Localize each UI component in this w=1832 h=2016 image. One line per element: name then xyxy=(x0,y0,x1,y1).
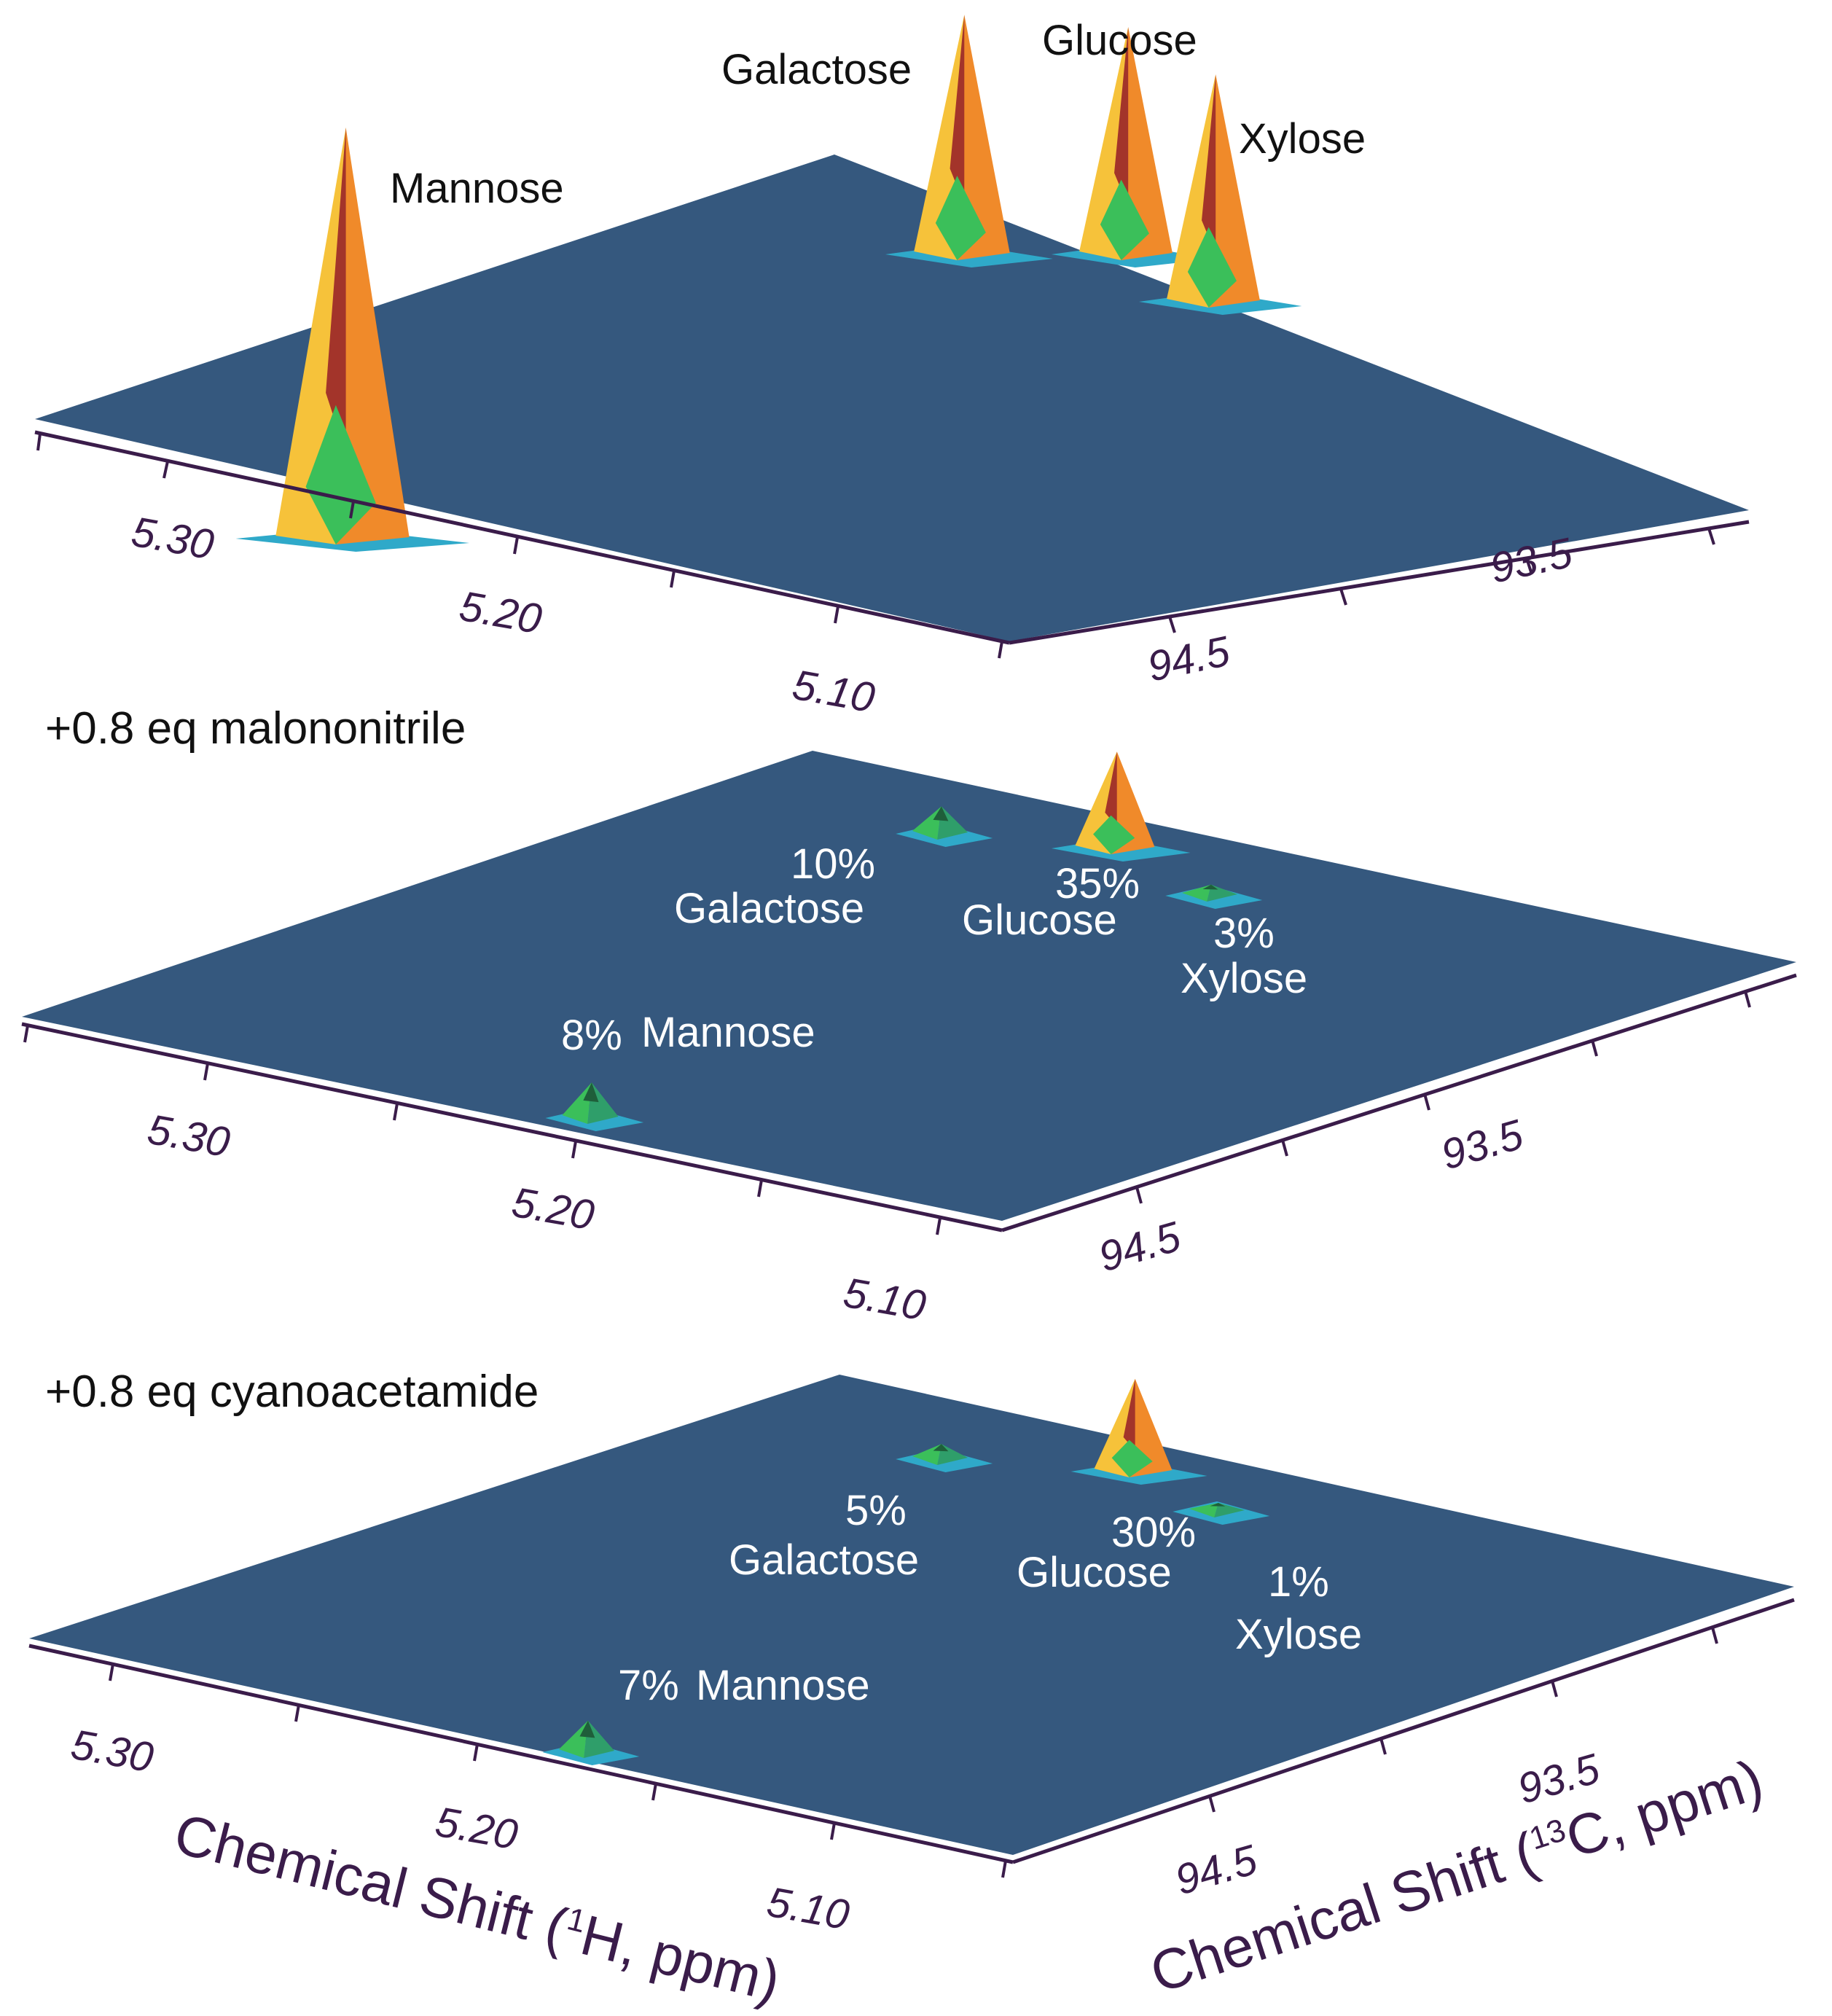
peak-mannose-low-band xyxy=(305,405,376,544)
peak-galactose xyxy=(896,1444,993,1472)
peak-galactose-crease xyxy=(950,15,965,205)
panel-2-label-glucose: Glucose xyxy=(962,896,1117,944)
panel-3-x-tick-label: 5.10 xyxy=(764,1878,853,1939)
peak-galactose-right-face xyxy=(957,15,1010,260)
panel-1-x-ticks xyxy=(36,433,1003,659)
peak-glucose-crease xyxy=(1105,751,1117,827)
panel-3-label-xylose: Xylose xyxy=(1235,1611,1362,1658)
panel-3-percent-galactose: 5% xyxy=(845,1487,907,1534)
panel-3-percent-xylose: 1% xyxy=(1268,1558,1329,1606)
panel-2-label-galactose: Galactose xyxy=(674,885,864,932)
panel-1-surface-plane xyxy=(35,155,1749,641)
panel-2-x-axis xyxy=(21,1022,1003,1232)
peak-glucose-crease xyxy=(1123,1378,1135,1451)
peak-glucose-low-band xyxy=(1100,179,1149,260)
peak-glucose-low-band xyxy=(1093,815,1135,854)
panel-2-label-xylose: Xylose xyxy=(1181,955,1307,1002)
panel-2-y-tick-label: 93.5 xyxy=(1436,1111,1529,1179)
panel-1-label-xylose: Xylose xyxy=(1239,115,1366,163)
panel-2-y-ticks xyxy=(1135,991,1751,1204)
peak-mannose xyxy=(235,128,470,552)
peak-xylose-tip xyxy=(1210,1503,1226,1507)
peak-xylose-low-band xyxy=(1187,227,1237,308)
panel-1-label-galactose: Galactose xyxy=(721,46,912,93)
panel-2-x-tick-label: 5.30 xyxy=(144,1106,233,1167)
peak-xylose xyxy=(1173,1501,1270,1525)
panel-3-percent-mannose: 7% xyxy=(618,1662,679,1709)
panel-2-x-tick-label: 5.10 xyxy=(840,1269,929,1330)
panel-1-peaks xyxy=(235,15,1302,552)
peak-glucose xyxy=(1070,1378,1207,1485)
panel-1-x-tick-label: 5.30 xyxy=(128,508,217,569)
panel-2-percent-xylose: 3% xyxy=(1213,910,1275,957)
panel-2-label-mannose: Mannose xyxy=(641,1009,815,1056)
panel-2-percent-glucose: 35% xyxy=(1055,860,1140,907)
panel-3-x-axis xyxy=(28,1644,1014,1864)
peak-mannose-left-face xyxy=(562,1082,592,1124)
panel-3-x-ticks xyxy=(109,1663,1007,1878)
panel-2-percent-galactose: 10% xyxy=(791,840,875,888)
panel-2: +0.8 eq malononitrile 5.30 5.20 5.10 94.… xyxy=(21,703,1797,1330)
peak-xylose-tip xyxy=(1202,884,1218,890)
peak-mannose-tip xyxy=(583,1082,599,1103)
peak-xylose xyxy=(1138,74,1302,315)
peak-galactose-tip xyxy=(933,806,949,821)
panel-3-surface-plane xyxy=(29,1375,1794,1855)
peak-xylose-left-face xyxy=(1189,1503,1218,1517)
panel-2-y-axis xyxy=(1001,973,1797,1232)
peak-glucose-low-band xyxy=(1111,1439,1153,1477)
peak-mannose-left-face xyxy=(559,1720,588,1758)
peak-galactose-low-band xyxy=(935,176,986,260)
panel-1-label-glucose: Glucose xyxy=(1042,17,1197,64)
panel-1-x-tick-label: 5.20 xyxy=(456,582,545,644)
panel-2-y-tick-label: 94.5 xyxy=(1094,1213,1186,1281)
peak-galactose-tip xyxy=(933,1444,949,1452)
panel-1-x-axis xyxy=(34,430,1010,645)
peak-glucose xyxy=(1051,751,1191,862)
peak-mannose xyxy=(545,1082,644,1131)
peak-glucose xyxy=(1051,27,1215,267)
peak-glucose-crease xyxy=(1114,27,1129,207)
panel-3-label-galactose: Galactose xyxy=(729,1536,919,1584)
panel-1: 5.30 5.20 5.10 94.5 93.5 Mannose Galacto… xyxy=(34,15,1750,722)
peak-mannose-tip xyxy=(579,1720,595,1738)
panel-3-label-mannose: Mannose xyxy=(696,1662,870,1709)
peak-xylose xyxy=(1165,884,1263,909)
panel-2-peaks xyxy=(545,751,1263,1131)
peak-mannose xyxy=(542,1720,640,1765)
peak-glucose-right-face xyxy=(1121,27,1173,260)
panel-3-peaks xyxy=(542,1378,1270,1765)
peak-galactose xyxy=(885,15,1053,267)
panel-1-y-tick-label: 94.5 xyxy=(1143,628,1234,691)
panel-2-x-ticks xyxy=(23,1025,942,1235)
panel-3-y-ticks xyxy=(1208,1627,1718,1813)
panel-3-y-axis xyxy=(1012,1598,1795,1864)
panel-2-x-tick-label: 5.20 xyxy=(509,1179,598,1240)
panel-3-condition-label: +0.8 eq cyanoacetamide xyxy=(45,1367,539,1417)
panel-2-surface-plane xyxy=(22,751,1796,1221)
peak-mannose-right-face xyxy=(335,128,410,544)
peak-galactose-left-face xyxy=(912,806,942,840)
panel-3-percent-glucose: 30% xyxy=(1111,1509,1196,1556)
panel-1-y-axis xyxy=(1009,520,1750,645)
peak-xylose-right-face xyxy=(1208,74,1260,308)
panel-2-condition-label: +0.8 eq malononitrile xyxy=(45,703,466,754)
panel-2-percent-mannose: 8% xyxy=(561,1012,622,1059)
peak-galactose-left-face xyxy=(912,1444,942,1465)
panel-1-y-ticks xyxy=(1168,528,1715,633)
peak-xylose-right-face xyxy=(1214,1503,1245,1517)
panel-1-label-mannose: Mannose xyxy=(390,165,564,212)
panel-3-label-glucose: Glucose xyxy=(1017,1549,1172,1596)
panel-3: +0.8 eq cyanoacetamide 5.30 5.20 5.10 94… xyxy=(28,1367,1795,1939)
panel-3-x-tick-label: 5.20 xyxy=(432,1798,521,1859)
panel-1-x-tick-label: 5.10 xyxy=(789,661,878,722)
peak-galactose xyxy=(896,806,993,847)
peak-xylose-crease xyxy=(1202,74,1216,254)
panel-3-y-tick-label: 94.5 xyxy=(1170,1836,1263,1904)
panel-3-x-tick-label: 5.30 xyxy=(68,1721,157,1782)
peak-mannose-crease xyxy=(326,128,346,454)
